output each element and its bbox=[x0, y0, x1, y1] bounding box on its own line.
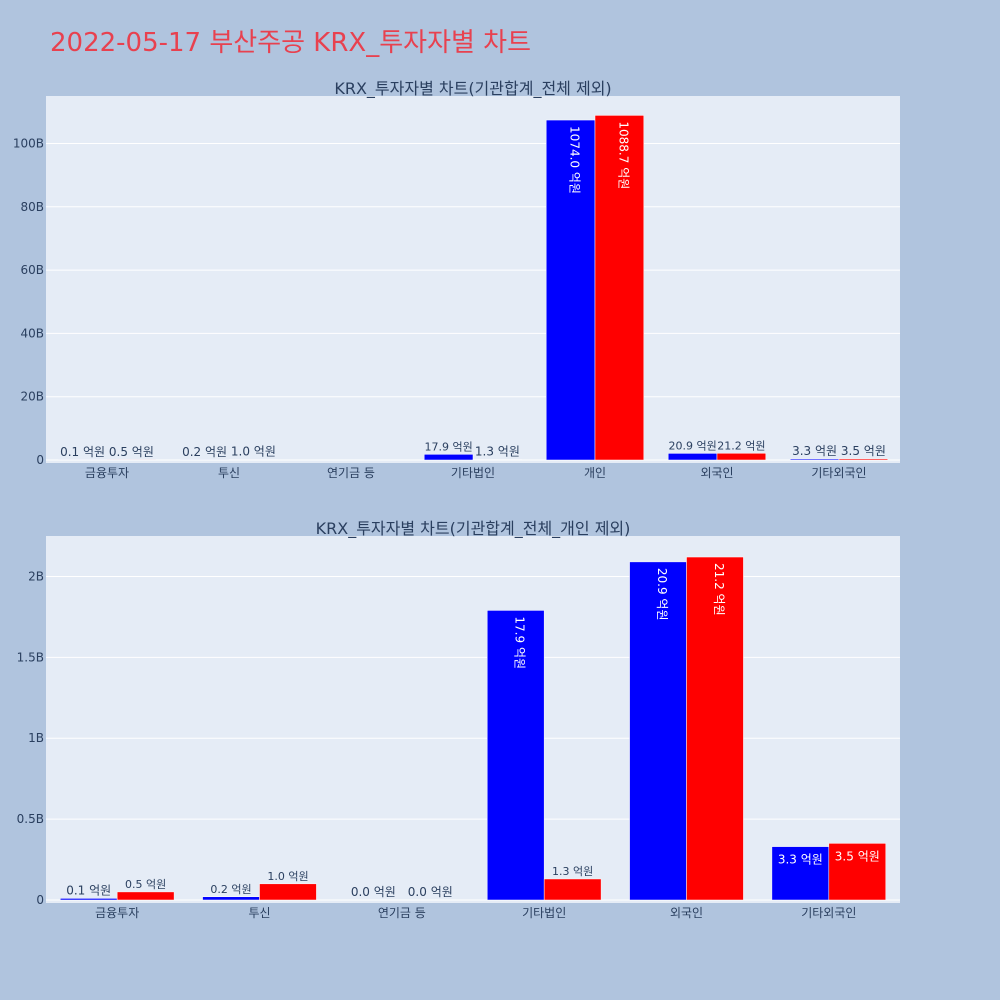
data-label: 0.0 억원 bbox=[408, 885, 453, 899]
chart-1: 0 20B 40B 60B 80B 100B KRX_투자자별 차트(기관합계_전체 제외)… bbox=[13, 79, 900, 480]
bar bbox=[838, 458, 889, 461]
x-tick-label: 연기금 등 bbox=[327, 466, 375, 480]
bar bbox=[771, 846, 830, 901]
page-title: 2022-05-17 부산주공 KRX_투자자별 차트 bbox=[50, 28, 532, 58]
plot-area bbox=[46, 536, 900, 903]
data-label: 1074.0 억원 bbox=[568, 126, 582, 194]
data-label: 1.0 억원 bbox=[267, 870, 308, 883]
x-tick-label: 금융투자 bbox=[85, 466, 129, 480]
data-label: 0.2 억원 bbox=[182, 445, 227, 459]
bar bbox=[686, 556, 744, 901]
x-tick-label: 투신 bbox=[248, 906, 270, 920]
y-tick-label: 2B bbox=[28, 569, 44, 583]
data-label: 3.5 억원 bbox=[841, 444, 886, 458]
bar bbox=[594, 115, 645, 461]
bar bbox=[789, 458, 840, 461]
x-tick-label: 외국인 bbox=[670, 906, 703, 920]
x-tick-label: 개인 bbox=[584, 466, 606, 480]
chart-title: KRX_투자자별 차트(기관합계_전체_개인 제외) bbox=[316, 519, 631, 539]
y-tick-label: 60B bbox=[20, 263, 44, 277]
x-tick-label: 기타법인 bbox=[522, 906, 566, 920]
y-tick-label: 80B bbox=[20, 200, 44, 214]
data-label: 17.9 억원 bbox=[424, 440, 472, 453]
bar bbox=[828, 843, 887, 901]
y-tick-label: 1B bbox=[28, 731, 44, 745]
x-tick-label: 투신 bbox=[218, 466, 240, 480]
data-label: 0.5 억원 bbox=[109, 445, 154, 459]
data-label: 21.2 억원 bbox=[712, 563, 726, 616]
x-tick-label: 기타외국인 bbox=[801, 906, 856, 920]
data-label: 1.3 억원 bbox=[475, 445, 520, 459]
bar bbox=[543, 878, 602, 901]
bar bbox=[667, 453, 718, 461]
data-label: 0.1 억원 bbox=[66, 883, 111, 897]
data-label: 0.2 억원 bbox=[210, 883, 251, 896]
chart-2: 0 0.5B 1B 1.5B 2B KRX_투자자별 차트(기관합계_전체_개인 제외) 금… bbox=[17, 519, 900, 920]
y-tick-label: 0 bbox=[36, 893, 44, 907]
data-label: 20.9 억원 bbox=[668, 439, 716, 452]
bar bbox=[629, 561, 687, 901]
data-label: 3.3 억원 bbox=[778, 853, 823, 867]
y-tick-label: 0 bbox=[36, 453, 44, 467]
y-tick-label: 40B bbox=[20, 326, 44, 340]
data-label: 20.9 억원 bbox=[655, 568, 669, 621]
x-tick-label: 기타법인 bbox=[451, 466, 495, 480]
bar bbox=[423, 454, 474, 461]
data-label: 21.2 억원 bbox=[717, 439, 765, 452]
y-tick-label: 100B bbox=[13, 136, 44, 150]
bar bbox=[59, 898, 118, 901]
data-label: 1.0 억원 bbox=[231, 445, 276, 459]
x-tick-label: 기타외국인 bbox=[811, 466, 866, 480]
data-label: 17.9 억원 bbox=[513, 616, 527, 669]
chart-title: KRX_투자자별 차트(기관합계_전체 제외) bbox=[334, 79, 611, 99]
y-tick-label: 0.5B bbox=[17, 812, 44, 826]
x-tick-label: 금융투자 bbox=[95, 906, 139, 920]
y-tick-label: 1.5B bbox=[17, 650, 44, 664]
bar bbox=[202, 896, 260, 901]
x-tick-label: 외국인 bbox=[700, 466, 733, 480]
data-label: 0.0 억원 bbox=[351, 885, 396, 899]
y-tick-label: 20B bbox=[20, 390, 44, 404]
x-tick-label: 연기금 등 bbox=[378, 906, 426, 920]
bar bbox=[259, 883, 317, 901]
plot-area bbox=[46, 96, 900, 463]
data-label: 1088.7 억원 bbox=[616, 121, 630, 189]
data-label: 0.5 억원 bbox=[125, 878, 166, 891]
bar bbox=[716, 453, 767, 461]
data-label: 0.1 억원 bbox=[60, 445, 105, 459]
bar bbox=[116, 891, 175, 901]
data-label: 3.5 억원 bbox=[835, 849, 880, 863]
data-label: 3.3 억원 bbox=[792, 444, 837, 458]
bar bbox=[486, 610, 545, 901]
data-label: 1.3 억원 bbox=[552, 865, 593, 878]
